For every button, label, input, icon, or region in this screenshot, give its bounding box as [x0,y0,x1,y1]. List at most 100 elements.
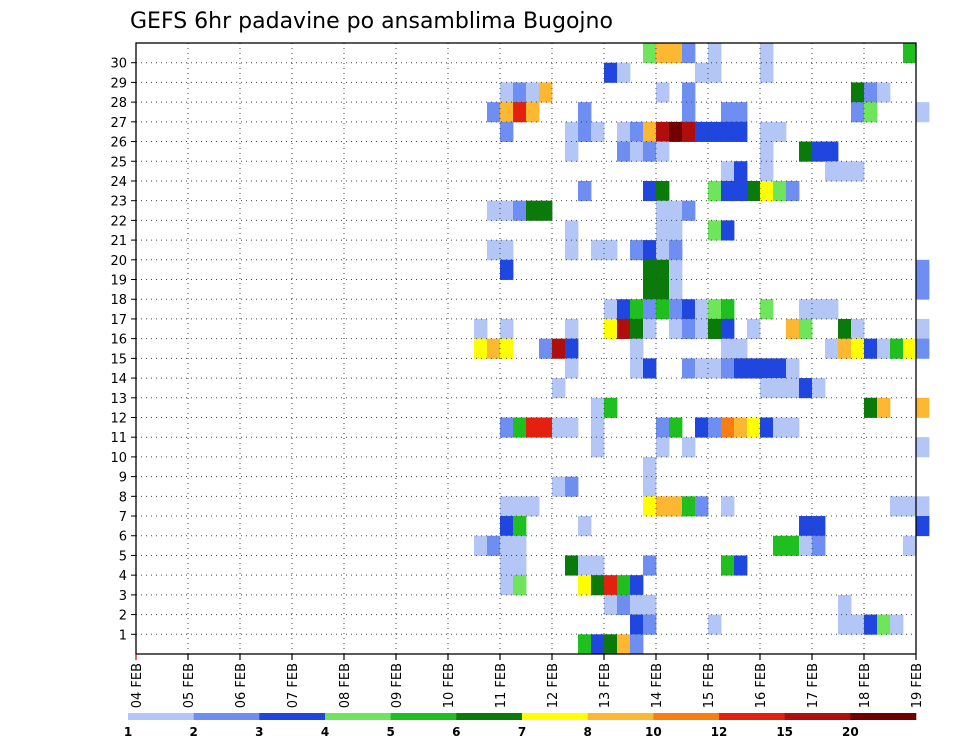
heatmap-cell [604,594,618,615]
heatmap-cell [604,575,618,596]
heatmap-cell [903,43,917,64]
heatmap-cell [916,516,930,537]
legend-swatch [390,713,457,720]
heatmap-cell [643,555,657,576]
y-tick-label: 8 [119,490,127,505]
heatmap-cell [539,338,553,359]
heatmap-cell [747,417,761,438]
legend-swatch [719,713,785,720]
heatmap-cell [851,102,865,123]
heatmap-cell [565,476,579,497]
legend-swatch [259,713,326,720]
heatmap-cell [773,180,787,202]
heatmap-cell [500,318,514,340]
heatmap-cell [721,299,735,320]
heatmap-cell [578,634,592,655]
heatmap-cell [708,180,722,202]
heatmap-cell [552,476,566,497]
x-tick-label: 13 FEB [598,663,613,708]
heatmap-cell [669,121,683,142]
heatmap-cell [838,594,852,615]
y-tick-label: 30 [110,57,127,72]
heatmap-cell [799,299,813,320]
heatmap-cell [513,102,527,123]
heatmap-cell [643,299,657,320]
heatmap-cell [721,121,735,142]
x-tick-label: 11 FEB [494,663,509,708]
y-tick-label: 25 [110,155,127,170]
y-tick-label: 1 [119,628,127,643]
heatmap-cell [708,220,722,241]
heatmap-cell [617,62,631,83]
legend-swatch [522,713,588,720]
heatmap-cell [604,397,618,418]
heatmap-cell [630,141,644,162]
heatmap-cell [734,358,748,379]
y-tick-label: 29 [110,76,127,91]
heatmap-cell [578,180,592,202]
heatmap-cell [630,318,644,340]
heatmap-cell [630,594,644,615]
heatmap-cell [565,220,579,241]
heatmap-cell [799,141,813,162]
heatmap-cell [812,378,826,399]
heatmap-cell [656,299,670,320]
heatmap-cell [760,299,774,320]
heatmap-cell [513,200,527,221]
heatmap-cell [682,437,696,458]
heatmap-cell [669,240,683,261]
heatmap-cell [630,575,644,596]
heatmap-cell [630,299,644,320]
x-tick-label: 15 FEB [702,663,717,708]
heatmap-cell [526,82,540,103]
legend-swatch [784,713,851,720]
heatmap-cell [591,634,605,655]
heatmap-cell [526,102,540,123]
heatmap-cell [903,338,917,359]
heatmap-cell [643,318,657,340]
heatmap-cell [513,575,527,596]
heatmap-cell [617,594,631,615]
heatmap-cell [799,535,813,556]
heatmap-cell [617,634,631,655]
legend-label: 7 [518,725,526,739]
heatmap-cell [825,141,839,162]
heatmap-cell [604,62,618,83]
heatmap-cell [643,141,657,162]
y-tick-label: 24 [110,175,127,190]
heatmap-cell [487,102,501,123]
heatmap-cell [474,318,488,340]
heatmap-cell [565,358,579,379]
heatmap-cell [669,279,683,300]
heatmap-cell [851,82,865,103]
x-tick-label: 08 FEB [338,663,353,708]
heatmap-cell [916,279,930,300]
heatmap-cell [669,220,683,241]
y-tick-label: 10 [110,451,127,466]
heatmap-cell [500,259,514,280]
heatmap-cell [838,338,852,359]
heatmap-cell [565,318,579,340]
heatmap-cell [721,180,735,202]
heatmap-cell [682,496,696,517]
heatmap-cell [617,318,631,340]
legend-swatch [128,713,194,720]
heatmap-cell [786,535,800,556]
chart-title: GEFS 6hr padavine po ansamblima Bugojno [130,9,613,34]
heatmap-cell [760,43,774,64]
heatmap-cell [916,397,930,418]
heatmap-cell [500,82,514,103]
heatmap-cell [877,338,891,359]
heatmap-cell [500,121,514,142]
heatmap-cell [851,614,865,635]
heatmap-cell [825,338,839,359]
heatmap-cell [708,358,722,379]
y-tick-label: 4 [119,569,127,584]
y-tick-label: 5 [119,549,127,564]
legend-swatch [456,713,523,720]
heatmap-cell [682,82,696,103]
heatmap-cell [643,594,657,615]
heatmap-cell [721,496,735,517]
legend-swatch [850,713,917,720]
